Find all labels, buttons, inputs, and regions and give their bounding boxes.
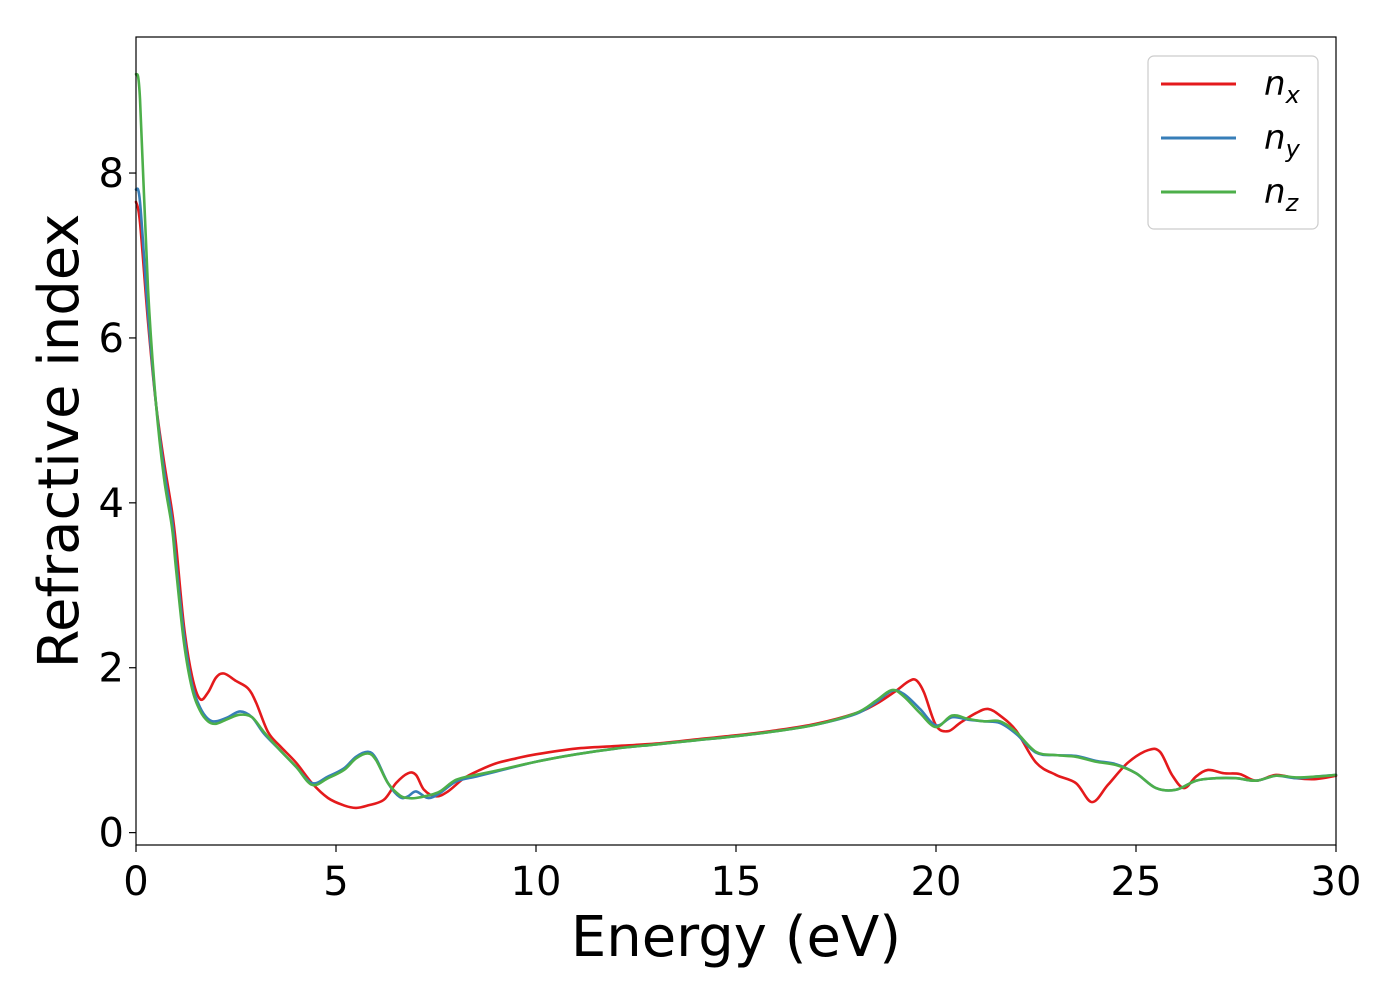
x-tick-label: 5 xyxy=(323,859,348,905)
y-tick-label: 0 xyxy=(99,811,124,857)
x-tick-label: 10 xyxy=(511,859,562,905)
y-tick-label: 8 xyxy=(99,151,124,197)
x-tick-label: 20 xyxy=(911,859,962,905)
x-axis-title: Energy (eV) xyxy=(571,905,901,970)
plot-background xyxy=(136,37,1336,845)
series-line-x xyxy=(134,200,1338,810)
y-tick-label: 4 xyxy=(99,481,124,527)
x-tick-label: 25 xyxy=(1111,859,1162,905)
legend-box xyxy=(1147,55,1319,230)
y-tick-label: 2 xyxy=(99,646,124,692)
legend-label-y: ny xyxy=(1264,118,1301,163)
y-tick-label: 6 xyxy=(99,316,124,362)
x-tick-label: 30 xyxy=(1311,859,1362,905)
series-line-z xyxy=(134,72,1338,800)
series-layer xyxy=(134,72,1338,810)
y-axis-title: Refractive index xyxy=(27,214,92,669)
tick-layer: 0 5 10 15 20 25 30 0 2 4 6 8 xyxy=(99,151,1362,905)
legend-label-x: nx xyxy=(1264,64,1301,109)
x-tick-label: 0 xyxy=(123,859,148,905)
x-tick-label: 15 xyxy=(711,859,762,905)
